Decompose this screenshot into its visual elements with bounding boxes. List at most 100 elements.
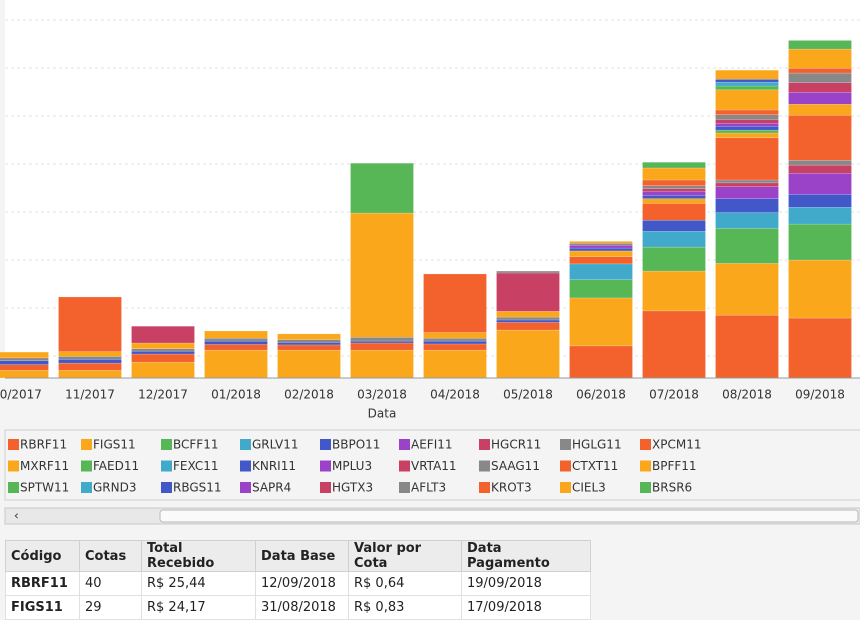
- bar-segment: [423, 340, 487, 345]
- bar-segment: [277, 333, 341, 340]
- legend-label: BBPO11: [332, 438, 380, 452]
- legend-label: BRSR6: [652, 481, 692, 495]
- column-header: Cotas: [79, 540, 142, 572]
- bar-segment: [642, 191, 706, 196]
- x-tick-label: 01/2018: [211, 388, 261, 402]
- table-cell: R$ 25,44: [141, 571, 256, 596]
- legend-label: RBGS11: [173, 481, 222, 495]
- header-row: Código Cotas Total Recebido Data Base Valor …: [5, 540, 591, 572]
- bar-segment: [131, 348, 195, 352]
- x-tick-label: 11/2017: [65, 388, 115, 402]
- x-tick-label: 06/2018: [576, 388, 626, 402]
- table-cell: 29: [79, 595, 142, 620]
- column-header: Data Base: [255, 540, 349, 572]
- bar-segment: [715, 119, 779, 124]
- legend-swatch: [8, 439, 19, 450]
- bar-segment: [204, 349, 268, 379]
- legend-swatch: [161, 439, 172, 450]
- bar-segment: [788, 40, 852, 50]
- bar-segment: [569, 250, 633, 257]
- legend-swatch: [81, 460, 92, 472]
- bar-segment: [569, 256, 633, 265]
- bar-segment: [496, 329, 560, 379]
- legend-label: SAAG11: [491, 459, 540, 473]
- legend-label: GRLV11: [252, 438, 298, 452]
- bar-segment: [642, 270, 706, 312]
- legend-box: [4, 429, 860, 501]
- bar-segment: [277, 342, 341, 346]
- x-tick-label: 05/2018: [503, 388, 553, 402]
- table-cell: 12/09/2018: [255, 571, 349, 596]
- legend-swatch: [560, 439, 571, 450]
- table-cell: R$ 0,83: [348, 595, 462, 620]
- column-header: Código: [5, 540, 80, 572]
- bar-segment: [204, 330, 268, 339]
- legend-label: HGCR11: [491, 438, 541, 452]
- legend-label: BPFF11: [652, 459, 697, 473]
- scroll-thumb[interactable]: [159, 509, 859, 523]
- legend-swatch: [560, 482, 571, 493]
- table-cell: R$ 0,64: [348, 571, 462, 596]
- bar-segment: [642, 188, 706, 192]
- legend-swatch: [240, 460, 251, 472]
- legend-swatch: [240, 439, 251, 450]
- bar-segment: [569, 247, 633, 252]
- legend-label: AFLT3: [411, 481, 446, 495]
- bar-segment: [58, 362, 122, 371]
- legend-label: KROT3: [491, 481, 532, 495]
- bar-segment: [642, 185, 706, 189]
- bar-segment: [423, 332, 487, 339]
- bar-segment: [715, 129, 779, 134]
- bar-segment: [569, 244, 633, 249]
- bar-segment: [715, 179, 779, 184]
- bar-segment: [788, 103, 852, 116]
- column-header: Valor por Cota: [348, 540, 462, 572]
- bar-segment: [0, 364, 49, 371]
- legend-swatch: [640, 460, 651, 472]
- bar-segment: [715, 137, 779, 181]
- bar-segment: [715, 212, 779, 229]
- table-cell: R$ 24,17: [141, 595, 256, 620]
- legend: RBRF11 FIGS11 BCFF11 GRLV11 BBPO11 AEFI11 HGCR…: [8, 438, 701, 495]
- column-header: Data Pagamento: [461, 540, 591, 572]
- bar-segment: [58, 296, 122, 352]
- table-cell: 19/09/2018: [461, 571, 591, 596]
- x-axis-label: Data: [368, 407, 397, 421]
- bar-segment: [58, 370, 122, 379]
- legend-label: FEXC11: [173, 459, 218, 473]
- bar-segment: [715, 69, 779, 80]
- bar-segment: [496, 311, 560, 318]
- bar-segment: [131, 353, 195, 363]
- bar-segment: [788, 164, 852, 174]
- legend-swatch: [161, 460, 172, 472]
- bar-segment: [642, 231, 706, 248]
- bar-segment: [131, 325, 195, 344]
- legend-swatch: [399, 439, 410, 450]
- bar-segment: [496, 270, 560, 274]
- bar-segment: [642, 219, 706, 232]
- legend-swatch: [320, 460, 331, 472]
- bar-segment: [0, 351, 49, 359]
- bar-segment: [569, 297, 633, 347]
- legend-swatch: [320, 439, 331, 450]
- table-cell: 40: [79, 571, 142, 596]
- bar-segment: [715, 126, 779, 131]
- table-row: FIGS11 29 R$ 24,17 31/08/2018 R$ 0,83 17/09/2…: [5, 595, 591, 620]
- legend-label: MPLU3: [332, 459, 372, 473]
- chart: 10/2017 11/2017 12/2017 01/2018 02/2018 03/20…: [0, 0, 860, 525]
- bar-segment: [131, 342, 195, 350]
- bar-segment: [715, 186, 779, 199]
- legend-swatch: [479, 460, 490, 472]
- scroll-left[interactable]: ‹: [14, 509, 19, 523]
- x-tick-label: 12/2017: [138, 388, 188, 402]
- legend-swatch: [640, 439, 651, 450]
- legend-label: SAPR4: [252, 481, 291, 495]
- bar-segment: [350, 340, 414, 344]
- legend-label: MXRF11: [20, 459, 69, 473]
- bar-segment: [788, 223, 852, 261]
- bar-segment: [277, 344, 341, 351]
- bar-segment: [204, 344, 268, 351]
- bar-segment: [788, 259, 852, 319]
- bar-segment: [788, 207, 852, 225]
